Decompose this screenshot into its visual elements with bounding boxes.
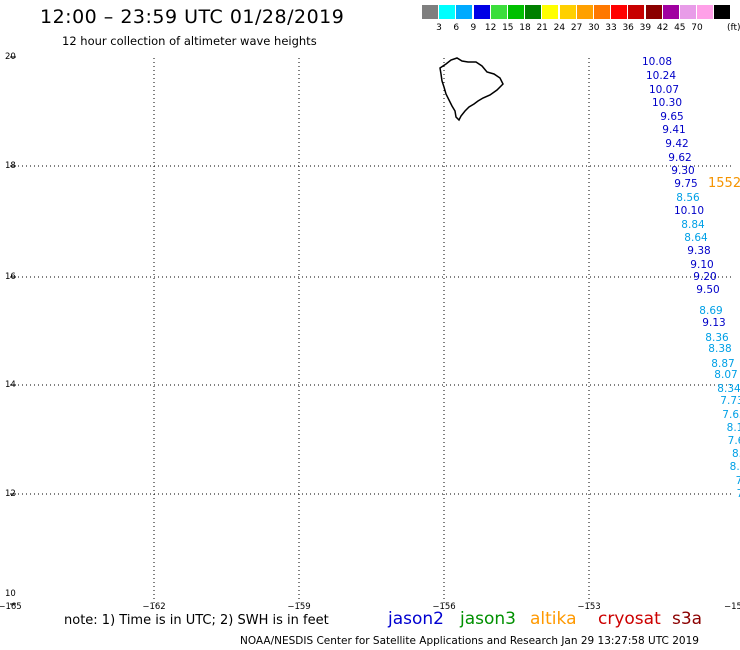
color-swatch — [697, 5, 714, 19]
map-title: 12:00 – 23:59 UTC 01/28/2019 — [40, 6, 345, 28]
lon-label--165: −165 — [0, 602, 22, 612]
swh-value-label: 7.6 — [727, 435, 740, 447]
lon-label--162: −162 — [142, 602, 166, 612]
swh-value-label: 9.42 — [665, 138, 689, 150]
lon-label--150: −15 — [724, 602, 740, 612]
swh-value-label: 9.50 — [696, 284, 720, 296]
grid-lines — [10, 58, 734, 604]
swh-value-label: 8.38 — [708, 343, 732, 355]
color-scale-label: 45 — [674, 23, 686, 33]
color-swatch — [594, 5, 610, 19]
color-swatch — [628, 5, 645, 19]
swh-value-label: 10.10 — [673, 205, 705, 217]
color-scale-label: 42 — [656, 23, 669, 33]
swh-value-label: 9.62 — [668, 152, 692, 164]
color-scale-label: 39 — [639, 23, 652, 33]
swh-value-label: 9.30 — [671, 165, 695, 177]
swh-value-label: 10.30 — [651, 97, 683, 109]
mission-jason2: jason2 — [388, 609, 444, 629]
swh-value-label: 8.87 — [711, 358, 735, 370]
mission-cryosat: cryosat — [598, 609, 661, 629]
color-scale-label: 33 — [605, 23, 617, 33]
mission-jason3: jason3 — [460, 609, 516, 629]
footer-credit: NOAA/NESDIS Center for Satellite Applica… — [240, 635, 699, 647]
color-scale-units: (ft) — [727, 23, 740, 33]
color-swatch — [680, 5, 696, 19]
color-swatch — [422, 5, 438, 19]
swh-value-label: 7 — [737, 488, 740, 500]
swh-value-label: 9.38 — [687, 245, 711, 257]
swh-value-label: 7 — [735, 475, 740, 487]
color-scale-label: 30 — [588, 23, 600, 33]
color-scale-label: 21 — [536, 23, 548, 33]
color-scale-label: 24 — [553, 23, 566, 33]
map-subtitle: 12 hour collection of altimeter wave hei… — [62, 34, 317, 48]
swh-value-label: 8.34 — [717, 383, 740, 395]
hawaii-big-island-coastline — [439, 57, 504, 122]
mission-altika: altika — [530, 609, 577, 629]
footer-note: note: 1) Time is in UTC; 2) SWH is in fe… — [64, 613, 329, 628]
swh-value-label: 8.84 — [681, 219, 705, 231]
lon-label--156: −156 — [432, 602, 456, 612]
color-swatch — [559, 5, 576, 19]
swh-value-label: 8.1 — [726, 422, 740, 434]
lon-label--159: −159 — [287, 602, 311, 612]
tick-marks — [10, 56, 16, 605]
mission-s3a: s3a — [672, 609, 703, 629]
swh-value-label: 8.69 — [699, 305, 723, 317]
swh-value-label: 9.10 — [690, 259, 714, 271]
orange-swh-label: 1552 — [708, 176, 740, 191]
color-swatch — [662, 5, 679, 19]
swh-value-label: 9.65 — [660, 111, 684, 123]
swh-value-label: 9.13 — [702, 317, 726, 329]
color-scale-label: 3 — [436, 23, 442, 33]
color-swatch — [714, 5, 731, 19]
color-swatch — [576, 5, 593, 19]
lat-label-12: 12 — [5, 489, 16, 499]
color-scale-label: 9 — [470, 23, 477, 33]
swh-value-label: 8.07 — [714, 369, 738, 381]
swh-value-label: 9.41 — [662, 124, 686, 136]
lon-label--153: −153 — [577, 602, 601, 612]
swh-value-label: 8.56 — [676, 192, 700, 204]
color-scale-label: 27 — [570, 23, 583, 33]
lat-label-10: 10 — [5, 589, 16, 599]
color-scale-label: 36 — [622, 23, 634, 33]
lat-label-16: 16 — [5, 272, 16, 282]
color-swatch — [542, 5, 559, 19]
color-scale-label: 70 — [691, 23, 703, 33]
swh-value-label: 10.24 — [645, 70, 677, 82]
swh-value-label: 7.65 — [722, 409, 740, 421]
swh-value-label: 8.64 — [684, 232, 708, 244]
swh-value-label: 7.73 — [720, 395, 740, 407]
lat-label-14: 14 — [5, 380, 16, 390]
lat-label-18: 18 — [5, 161, 16, 171]
color-scale-label: 12 — [484, 23, 497, 33]
swh-value-label: 9.75 — [674, 178, 698, 190]
color-swatch — [439, 5, 456, 19]
color-scale-label: 18 — [519, 23, 531, 33]
lat-label-20: 20 — [5, 52, 16, 62]
color-swatch — [490, 5, 507, 19]
color-swatch — [508, 5, 524, 19]
swh-value-label: 8.0 — [729, 461, 740, 473]
color-swatch — [456, 5, 473, 19]
swh-value-label: 9.20 — [693, 271, 717, 283]
color-scale-label: 15 — [502, 23, 514, 33]
swh-value-label: 10.07 — [648, 84, 680, 96]
color-swatch — [473, 5, 490, 19]
color-swatch — [525, 5, 542, 19]
swh-value-label: 8. — [731, 448, 740, 460]
color-swatch — [645, 5, 662, 19]
swh-value-label: 10.08 — [641, 56, 673, 68]
swh-value-label: 8.36 — [705, 332, 729, 344]
color-swatch — [611, 5, 628, 19]
color-scale-label: 6 — [453, 23, 460, 33]
